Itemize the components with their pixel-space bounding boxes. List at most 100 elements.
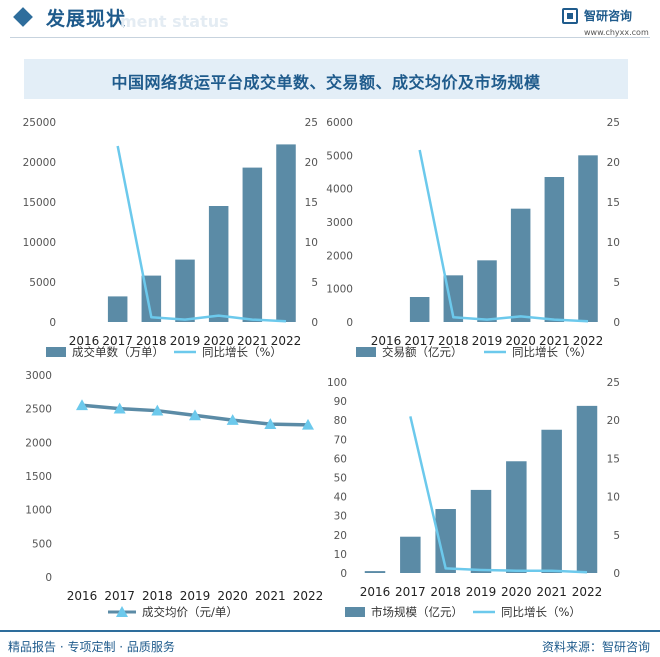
legend-label: 成交均价（元/单） bbox=[142, 605, 238, 619]
bar bbox=[578, 155, 598, 322]
x-tick-label: 2016 bbox=[69, 334, 100, 348]
bar bbox=[477, 260, 497, 322]
x-tick-label: 2016 bbox=[371, 334, 402, 348]
legend-swatch-bar bbox=[46, 347, 66, 357]
x-tick-label: 2022 bbox=[572, 585, 603, 599]
y-tick-label: 70 bbox=[334, 434, 347, 446]
y-tick-label: 1000 bbox=[326, 284, 353, 296]
y2-tick-label: 20 bbox=[305, 157, 318, 169]
footer-divider bbox=[0, 630, 660, 632]
x-tick-label: 2022 bbox=[573, 334, 604, 348]
legend-label: 同比增长（%） bbox=[202, 345, 282, 359]
section-header: 发展现状 ment status 智研咨询 www.chyxx.com bbox=[0, 0, 660, 46]
data-point bbox=[226, 414, 239, 425]
y-tick-label: 100 bbox=[327, 377, 347, 389]
footer-source: 资料来源：智研咨询 bbox=[541, 640, 650, 654]
y-tick-label: 80 bbox=[334, 415, 347, 427]
bar bbox=[510, 208, 531, 322]
y-tick-label: 0 bbox=[346, 317, 353, 329]
x-tick-label: 2019 bbox=[180, 589, 211, 603]
y-tick-label: 20000 bbox=[23, 157, 56, 169]
x-tick-label: 2022 bbox=[271, 334, 302, 348]
data-point bbox=[76, 399, 88, 411]
bar bbox=[435, 509, 456, 573]
x-tick-label: 2021 bbox=[536, 585, 567, 599]
x-tick-label: 2017 bbox=[104, 589, 135, 603]
series-line bbox=[116, 145, 287, 323]
bar bbox=[541, 429, 562, 573]
y2-tick-label: 15 bbox=[305, 197, 318, 209]
y2-tick-label: 5 bbox=[613, 277, 620, 289]
y-tick-label: 0 bbox=[45, 572, 52, 584]
series-line bbox=[418, 149, 589, 323]
x-tick-label: 2017 bbox=[404, 334, 435, 348]
legend-label: 交易额（亿元） bbox=[382, 345, 463, 359]
legend-label: 市场规模（亿元） bbox=[371, 605, 463, 619]
y-tick-label: 5000 bbox=[326, 150, 353, 162]
legend-label: 同比增长（%） bbox=[501, 605, 581, 619]
x-tick-label: 2020 bbox=[505, 334, 536, 348]
y-tick-label: 10 bbox=[334, 549, 347, 561]
x-tick-label: 2021 bbox=[255, 589, 286, 603]
x-tick-label: 2019 bbox=[472, 334, 503, 348]
y-tick-label: 3000 bbox=[25, 370, 52, 382]
x-tick-label: 2018 bbox=[438, 334, 469, 348]
bar bbox=[576, 405, 598, 573]
y-tick-label: 500 bbox=[32, 538, 52, 550]
x-tick-label: 2020 bbox=[501, 585, 532, 599]
footer-slogan: 精品报告 · 专项定制 · 品质服务 bbox=[8, 640, 175, 654]
x-tick-label: 2017 bbox=[395, 585, 426, 599]
y2-tick-label: 0 bbox=[311, 317, 318, 329]
y-tick-label: 90 bbox=[334, 396, 347, 408]
bar bbox=[208, 206, 229, 322]
y2-tick-label: 15 bbox=[607, 197, 620, 209]
y-tick-label: 6000 bbox=[326, 117, 353, 129]
x-tick-label: 2021 bbox=[539, 334, 570, 348]
y-tick-label: 50 bbox=[334, 473, 347, 485]
section-title: 发展现状 bbox=[46, 8, 127, 30]
y-tick-label: 40 bbox=[334, 492, 347, 504]
logo-name: 智研咨询 bbox=[584, 9, 633, 23]
bar bbox=[409, 297, 430, 322]
legend-marker bbox=[116, 606, 128, 617]
y-tick-label: 2000 bbox=[25, 437, 52, 449]
y-tick-label: 25000 bbox=[23, 117, 56, 129]
y-tick-label: 30 bbox=[334, 511, 347, 523]
y-tick-label: 0 bbox=[49, 317, 56, 329]
x-tick-label: 2018 bbox=[142, 589, 173, 603]
logo-url: www.chyxx.com bbox=[584, 28, 649, 37]
y-tick-label: 60 bbox=[334, 453, 347, 465]
y2-tick-label: 10 bbox=[607, 492, 620, 504]
legend-label: 成交单数（万单） bbox=[72, 345, 164, 359]
x-tick-label: 2017 bbox=[102, 334, 133, 348]
x-tick-label: 2016 bbox=[67, 589, 98, 603]
legend-swatch-bar bbox=[345, 607, 365, 617]
data-point bbox=[264, 418, 277, 429]
y-tick-label: 1000 bbox=[25, 505, 52, 517]
legend-swatch-bar bbox=[356, 347, 376, 357]
y-tick-label: 20 bbox=[334, 530, 347, 542]
data-point bbox=[302, 418, 314, 430]
x-tick-label: 2022 bbox=[293, 589, 324, 603]
x-tick-label: 2019 bbox=[170, 334, 201, 348]
y2-tick-label: 20 bbox=[607, 157, 620, 169]
y-tick-label: 5000 bbox=[29, 277, 56, 289]
bar bbox=[276, 144, 296, 322]
y-tick-label: 10000 bbox=[23, 237, 56, 249]
x-tick-label: 2020 bbox=[217, 589, 248, 603]
x-tick-label: 2018 bbox=[136, 334, 167, 348]
y-tick-label: 1500 bbox=[25, 471, 52, 483]
y2-tick-label: 10 bbox=[607, 237, 620, 249]
y2-tick-label: 5 bbox=[613, 530, 620, 542]
logo-icon bbox=[562, 8, 578, 24]
bar bbox=[470, 489, 492, 573]
data-point bbox=[189, 409, 201, 421]
y2-tick-label: 25 bbox=[607, 377, 620, 389]
x-tick-label: 2021 bbox=[237, 334, 268, 348]
y-tick-label: 15000 bbox=[23, 197, 56, 209]
bar bbox=[506, 461, 527, 573]
bar bbox=[242, 167, 263, 322]
bar bbox=[364, 571, 386, 573]
y2-tick-label: 5 bbox=[311, 277, 318, 289]
